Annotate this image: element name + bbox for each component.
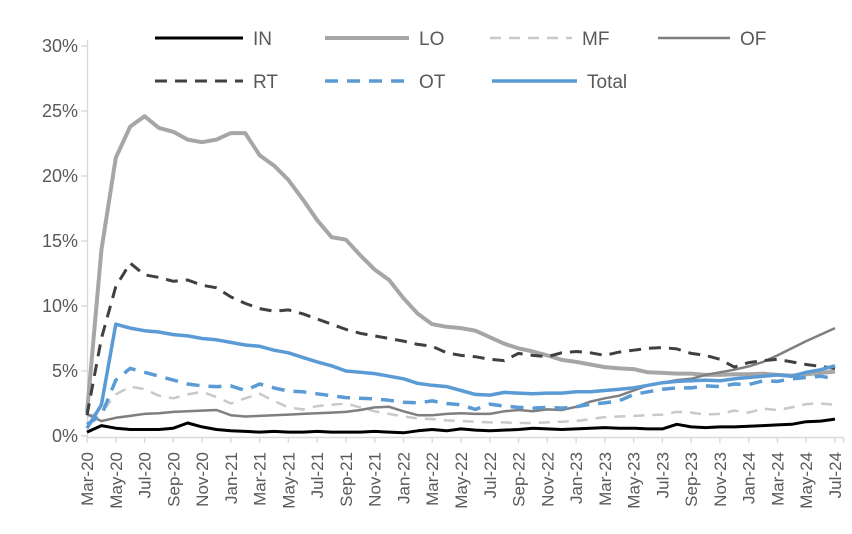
x-tick-label: Nov-20 <box>193 452 212 507</box>
x-tick-label: Sep-22 <box>510 452 529 507</box>
x-tick-label: Mar-21 <box>251 452 270 506</box>
legend-label-OF: OF <box>740 29 766 50</box>
x-tick-label: May-24 <box>797 452 816 509</box>
legend-label-LO: LO <box>419 29 444 50</box>
x-tick-label: Sep-23 <box>682 452 701 507</box>
x-tick-label: Jul-24 <box>826 452 845 498</box>
x-tick-label: May-21 <box>279 452 298 509</box>
series-OF-line <box>86 326 836 423</box>
x-tick-label: Mar-20 <box>78 452 97 506</box>
legend-label-Total: Total <box>587 72 627 93</box>
x-tick-label: Jul-23 <box>653 452 672 498</box>
series-RT-line <box>85 261 836 416</box>
y-tick-label: 5% <box>52 361 78 381</box>
series-MF-line <box>86 385 836 425</box>
legend-label-RT: RT <box>253 72 278 93</box>
legend-label-MF: MF <box>582 29 609 50</box>
x-tick-label: Jan-24 <box>740 452 759 504</box>
y-tick-label: 25% <box>42 101 78 121</box>
x-tick-label: Mar-22 <box>423 452 442 506</box>
x-tick-label: Mar-23 <box>596 452 615 506</box>
legend-label-IN: IN <box>253 29 272 50</box>
x-tick-label: Jul-20 <box>136 452 155 498</box>
x-tick-label: May-20 <box>107 452 126 509</box>
x-tick-label: Jan-21 <box>222 452 241 504</box>
x-tick-label: Nov-21 <box>366 452 385 507</box>
y-tick-label: 20% <box>42 166 78 186</box>
x-tick-label: Jul-21 <box>308 452 327 498</box>
x-tick-label: May-22 <box>452 452 471 509</box>
series-LO-line <box>85 114 836 413</box>
y-tick-label: 30% <box>42 36 78 56</box>
x-tick-label: Jan-23 <box>567 452 586 504</box>
x-tick-label: May-23 <box>625 452 644 509</box>
x-tick-label: Nov-23 <box>711 452 730 507</box>
x-tick-label: Sep-20 <box>164 452 183 507</box>
legend-label-OT: OT <box>419 72 446 93</box>
y-tick-label: 10% <box>42 296 78 316</box>
series-IN-line <box>86 417 836 435</box>
y-tick-label: 0% <box>52 426 78 446</box>
x-tick-label: Sep-21 <box>337 452 356 507</box>
x-tick-label: Jul-22 <box>481 452 500 498</box>
x-tick-label: Nov-22 <box>538 452 557 507</box>
y-tick-label: 15% <box>42 231 78 251</box>
series-Total-line <box>85 322 836 430</box>
x-tick-label: Mar-24 <box>768 452 787 506</box>
series-OT-line <box>86 366 836 426</box>
x-tick-label: Jan-22 <box>394 452 413 504</box>
